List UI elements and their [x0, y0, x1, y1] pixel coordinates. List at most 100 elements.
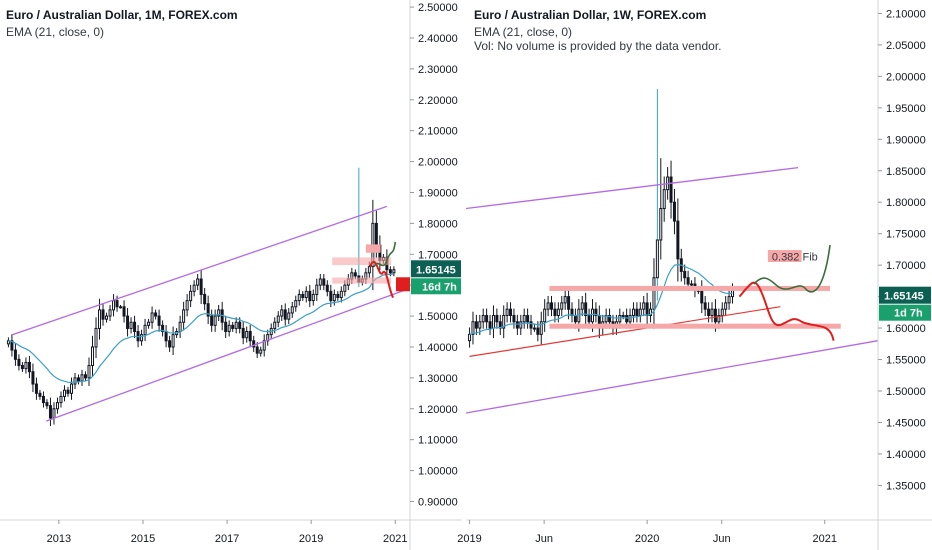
- candle-body[interactable]: [213, 315, 217, 326]
- candle-body[interactable]: [301, 293, 305, 299]
- candle-body[interactable]: [164, 331, 168, 342]
- candle-body[interactable]: [276, 315, 280, 323]
- candle-body[interactable]: [676, 220, 680, 260]
- candle-body[interactable]: [157, 315, 161, 326]
- candle-body[interactable]: [224, 321, 228, 333]
- candle-body[interactable]: [259, 349, 263, 354]
- candle-body[interactable]: [491, 314, 495, 329]
- candle-body[interactable]: [573, 314, 577, 323]
- candle-body[interactable]: [367, 266, 371, 274]
- candle-body[interactable]: [52, 408, 56, 419]
- candle-body[interactable]: [563, 296, 567, 304]
- candle-body[interactable]: [248, 331, 252, 342]
- candle-body[interactable]: [621, 314, 625, 317]
- candle-body[interactable]: [41, 395, 45, 404]
- weekly-plot[interactable]: 0.382 Fib: [466, 88, 878, 414]
- candle-body[interactable]: [672, 201, 676, 222]
- candle-body[interactable]: [20, 365, 24, 370]
- candle-body[interactable]: [567, 296, 571, 310]
- candle-body[interactable]: [686, 277, 690, 285]
- candle-body[interactable]: [217, 309, 221, 317]
- candle-body[interactable]: [649, 308, 653, 316]
- candle-body[interactable]: [556, 308, 560, 316]
- fib-zone[interactable]: [365, 244, 381, 253]
- candle-body[interactable]: [318, 278, 322, 286]
- candle-body[interactable]: [468, 333, 472, 342]
- candle-body[interactable]: [38, 392, 42, 397]
- candle-body[interactable]: [703, 302, 707, 310]
- candle-body[interactable]: [325, 284, 329, 292]
- candle-body[interactable]: [539, 321, 543, 335]
- candle-body[interactable]: [553, 308, 557, 316]
- candle-body[interactable]: [343, 284, 347, 292]
- candle-body[interactable]: [336, 293, 340, 299]
- candle-body[interactable]: [720, 308, 724, 316]
- candle-body[interactable]: [297, 293, 301, 302]
- candle-body[interactable]: [45, 402, 49, 407]
- candle-body[interactable]: [604, 314, 608, 323]
- candle-body[interactable]: [332, 293, 336, 302]
- candle-body[interactable]: [526, 314, 530, 323]
- channel-upper[interactable]: [466, 166, 799, 210]
- candle-body[interactable]: [17, 358, 21, 367]
- projection-down[interactable]: [369, 260, 395, 299]
- projection-up[interactable]: [373, 241, 397, 268]
- candle-body[interactable]: [717, 314, 721, 323]
- candle-body[interactable]: [171, 334, 175, 348]
- candle-body[interactable]: [710, 308, 714, 316]
- candle-body[interactable]: [322, 278, 326, 286]
- candle-body[interactable]: [478, 321, 482, 329]
- candle-body[interactable]: [133, 321, 137, 333]
- fib-zone[interactable]: [767, 250, 802, 262]
- candle-body[interactable]: [700, 289, 704, 304]
- alert-marker[interactable]: [396, 277, 410, 292]
- candle-body[interactable]: [509, 308, 513, 316]
- candle-body[interactable]: [76, 377, 80, 382]
- candle-body[interactable]: [143, 324, 147, 336]
- candle-body[interactable]: [652, 277, 656, 310]
- candle-body[interactable]: [638, 308, 642, 316]
- candle-body[interactable]: [594, 308, 598, 316]
- candle-body[interactable]: [515, 321, 519, 329]
- candle-body[interactable]: [210, 315, 214, 326]
- candle-body[interactable]: [98, 309, 102, 329]
- candle-body[interactable]: [374, 222, 378, 246]
- weekly-price-axis[interactable]: 2.10000 2.05000 2.00000 1.95000 1.90000 1.850…: [877, 0, 931, 550]
- candle-body[interactable]: [631, 308, 635, 316]
- candle-body[interactable]: [140, 334, 144, 342]
- candle-body[interactable]: [315, 284, 319, 295]
- candle-body[interactable]: [683, 270, 687, 279]
- candle-body[interactable]: [590, 308, 594, 323]
- candle-body[interactable]: [655, 239, 659, 279]
- candle-body[interactable]: [485, 314, 489, 323]
- candle-body[interactable]: [115, 300, 119, 308]
- candle-body[interactable]: [122, 306, 126, 317]
- candle-body[interactable]: [280, 309, 284, 317]
- candle-body[interactable]: [178, 321, 182, 333]
- candle-body[interactable]: [241, 327, 245, 339]
- candle-body[interactable]: [189, 290, 193, 302]
- candle-body[interactable]: [329, 290, 333, 302]
- candle-body[interactable]: [231, 324, 235, 329]
- candle-body[interactable]: [150, 312, 154, 323]
- candle-body[interactable]: [255, 346, 259, 354]
- candle-body[interactable]: [238, 321, 242, 329]
- support-trendline[interactable]: [469, 306, 781, 357]
- candle-body[interactable]: [304, 290, 308, 299]
- support-zone[interactable]: [549, 323, 841, 329]
- candle-body[interactable]: [532, 327, 536, 330]
- candle-body[interactable]: [519, 321, 523, 329]
- candle-body[interactable]: [608, 314, 612, 323]
- candle-body[interactable]: [645, 302, 649, 316]
- candle-body[interactable]: [13, 349, 17, 360]
- resistance-zone[interactable]: [332, 257, 392, 266]
- candle-body[interactable]: [488, 321, 492, 329]
- candle-body[interactable]: [105, 315, 109, 320]
- candle-body[interactable]: [84, 374, 88, 379]
- candle-body[interactable]: [495, 314, 499, 323]
- candle-body[interactable]: [580, 302, 584, 310]
- candle-body[interactable]: [112, 300, 116, 311]
- candle-body[interactable]: [101, 309, 105, 320]
- candle-body[interactable]: [87, 365, 91, 379]
- candle-body[interactable]: [196, 278, 200, 286]
